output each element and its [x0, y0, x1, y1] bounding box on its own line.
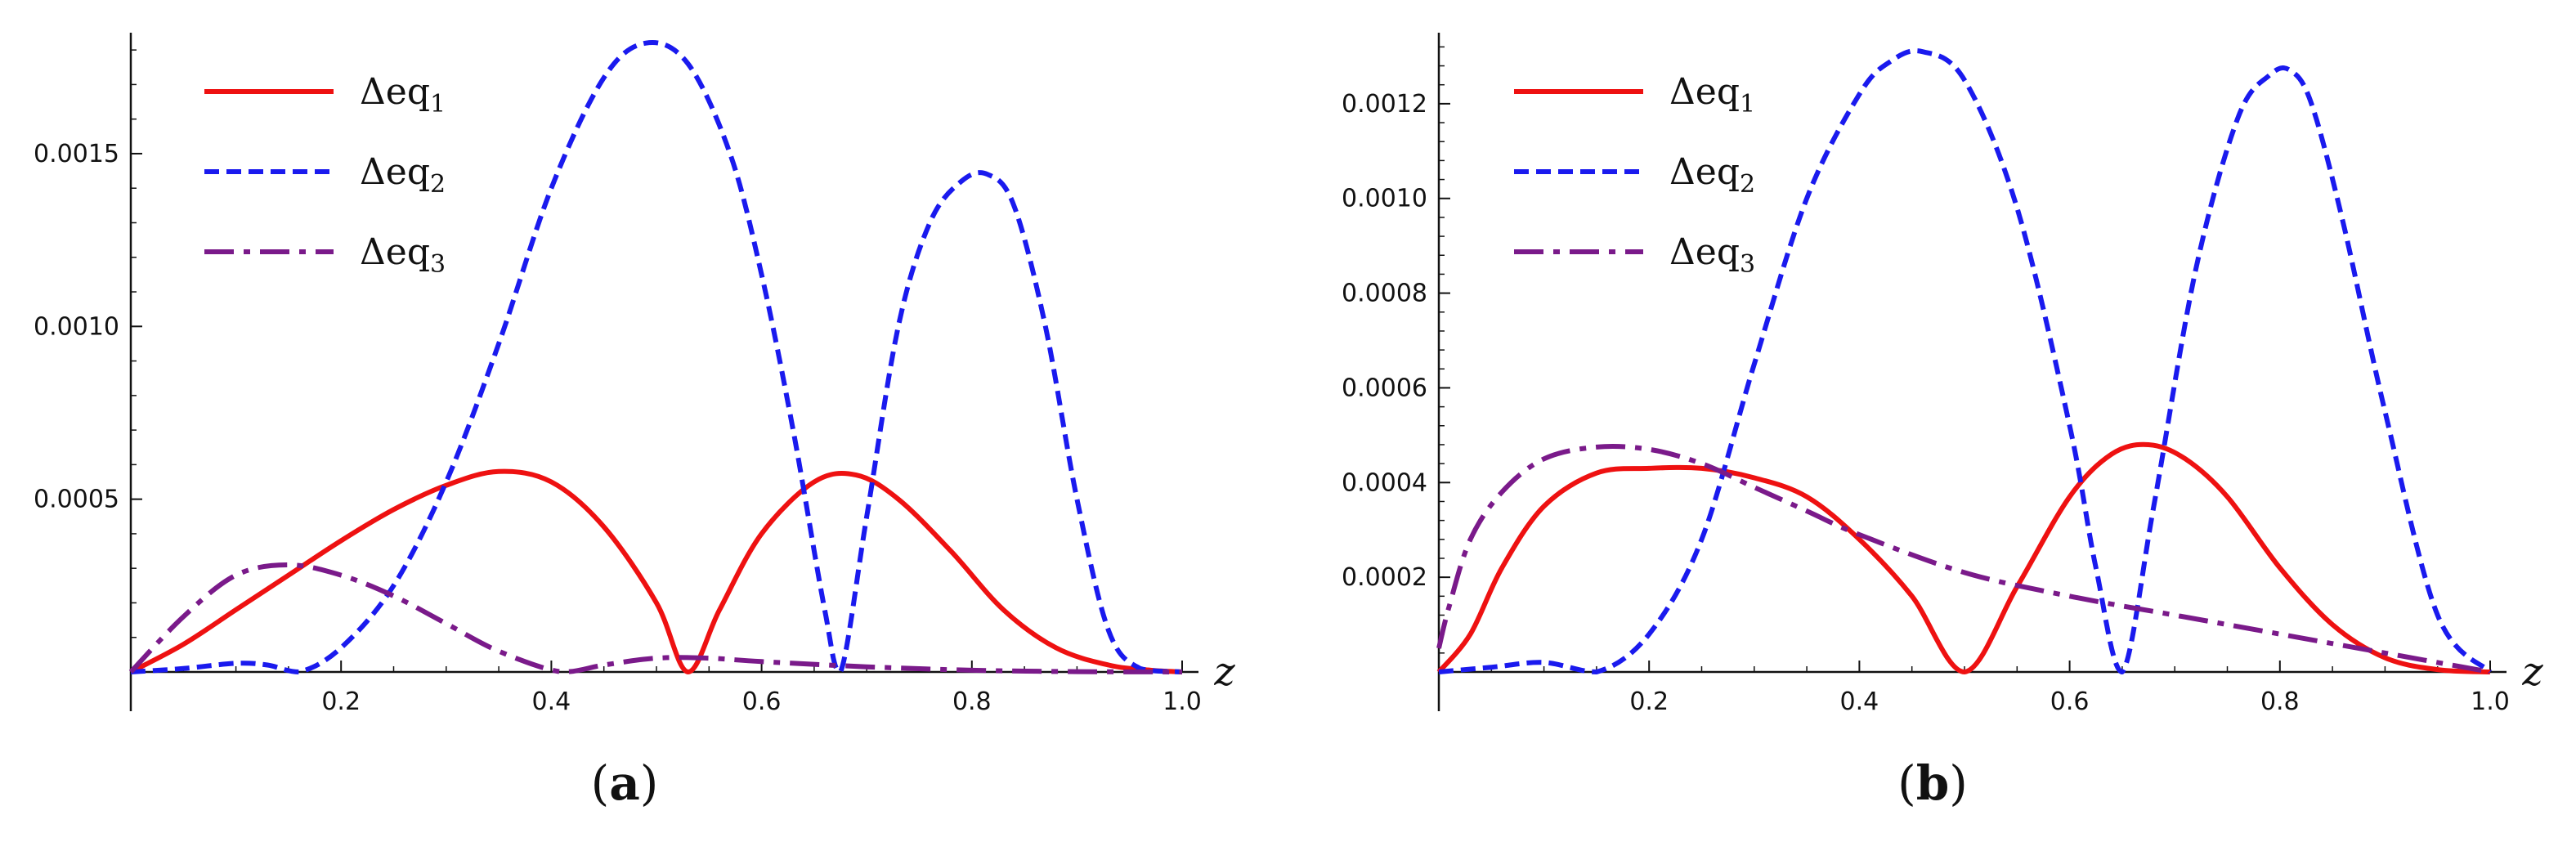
x-tick-label: 0.6: [742, 687, 782, 716]
legend-label-deq1: Δeq1: [1669, 71, 1755, 119]
y-tick-label: 0.0010: [34, 312, 119, 341]
y-tick-label: 0.0002: [1342, 563, 1427, 592]
panel-label: (a): [591, 755, 659, 811]
x-tick-label: 0.4: [1840, 687, 1879, 716]
x-axis-label: z: [2521, 649, 2543, 695]
legend-label-deq2: Δeq2: [1669, 151, 1755, 199]
x-tick-label: 1.0: [2471, 687, 2510, 716]
y-tick-label: 0.0010: [1342, 185, 1427, 213]
y-tick-label: 0.0006: [1342, 374, 1427, 402]
series-line-deq3: [128, 562, 1183, 674]
chart-panel-b: 0.2 0.4 0.6 0.8 1.0 0.0002 0.0004 0.0006 0.0008 0…: [1342, 33, 2543, 811]
x-tick-label: 0.4: [532, 687, 571, 716]
y-tick-label: 0.0012: [1342, 90, 1427, 119]
y-tick-label: 0.0005: [34, 486, 119, 514]
x-tick-label: 1.0: [1163, 687, 1202, 716]
legend-label-deq3: Δeq3: [1669, 231, 1755, 279]
panel-label: (b): [1897, 755, 1968, 811]
legend-label-deq1: Δeq1: [360, 71, 446, 119]
y-tick-label: 0.0004: [1342, 468, 1427, 497]
x-tick-label: 0.6: [2050, 687, 2090, 716]
series-line-deq1: [1436, 441, 2491, 674]
x-tick-label: 0.2: [321, 687, 361, 716]
x-tick-label: 0.8: [952, 687, 992, 716]
x-tick-label: 0.8: [2260, 687, 2300, 716]
series-line-deq2: [1438, 48, 2493, 674]
series-line-deq2: [130, 40, 1183, 674]
series-line-deq3: [1436, 444, 2491, 674]
legend-label-deq3: Δeq3: [360, 231, 446, 279]
y-tick-label: 0.0008: [1342, 280, 1427, 308]
x-axis-label: z: [1213, 649, 1235, 695]
chart-panel-a: 0.2 0.4 0.6 0.8 1.0 0.0005 0.0010 0.0015 z Δeq1 Δe…: [34, 33, 1235, 811]
series-line-deq1: [129, 468, 1183, 674]
x-tick-label: 0.2: [1629, 687, 1669, 716]
legend-label-deq2: Δeq2: [360, 151, 446, 199]
y-tick-label: 0.0015: [34, 140, 119, 168]
